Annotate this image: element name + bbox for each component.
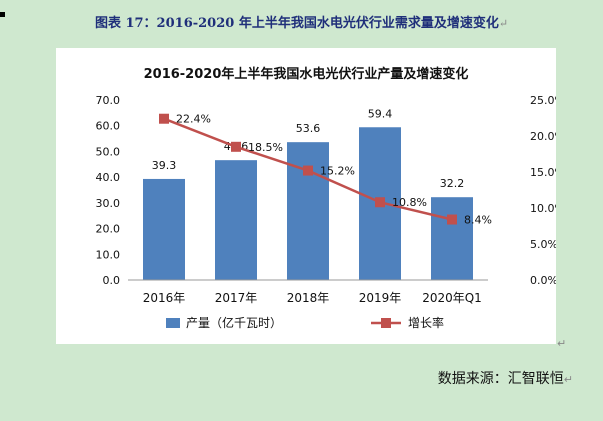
x-tick-label: 2018年: [287, 291, 330, 305]
y-right-tick-label: 20.0%: [530, 130, 556, 143]
legend-marker-line: [381, 318, 391, 328]
y-left-tick-label: 60.0: [96, 120, 121, 133]
y-left-tick-label: 10.0: [96, 248, 121, 261]
bar: [431, 197, 473, 280]
x-tick-label: 2017年: [215, 291, 258, 305]
bar-value-label: 53.6: [296, 122, 321, 135]
y-left-tick-label: 70.0: [96, 94, 121, 107]
y-left-tick-label: 40.0: [96, 171, 121, 184]
growth-rate-point: [303, 165, 313, 176]
chart-title: 2016-2020年上半年我国水电光伏行业产量及增速变化: [144, 66, 469, 82]
y-left-tick-label: 0.0: [103, 274, 121, 287]
growth-rate-label: 18.5%: [248, 141, 283, 154]
bar: [287, 142, 329, 280]
chart-panel: 2016-2020年上半年我国水电光伏行业产量及增速变化 0.0 10.0 20.0…: [56, 48, 556, 344]
bar: [143, 178, 185, 280]
bar-value-label: 32.2: [440, 177, 465, 190]
x-tick-label: 2016年: [143, 291, 186, 305]
x-tick-label: 2019年: [359, 291, 402, 305]
legend-label-line: 增长率: [408, 315, 444, 330]
bar-value-label: 59.4: [368, 107, 393, 120]
y-right-tick-label: 0.0%: [530, 274, 556, 287]
y-right-tick-label: 25.0%: [530, 94, 556, 107]
bar: [215, 160, 257, 280]
y-left-tick-label: 20.0: [96, 223, 121, 236]
growth-rate-label: 8.4%: [464, 214, 492, 227]
legend-label-bar: 产量（亿千瓦时）: [186, 315, 282, 330]
y-right-tick-label: 10.0%: [530, 202, 556, 215]
x-tick-label: 2020年Q1: [422, 291, 482, 305]
growth-rate-label: 15.2%: [320, 165, 355, 178]
y-left-tick-label: 30.0: [96, 197, 121, 210]
growth-rate-point: [231, 141, 241, 152]
y-left-tick-label: 50.0: [96, 145, 121, 158]
legend-swatch-bar: [166, 318, 180, 328]
growth-rate-point: [447, 214, 457, 225]
y-right-tick-label: 5.0%: [530, 238, 556, 251]
growth-rate-point: [159, 113, 169, 124]
source-note: 数据来源：汇智联恒↵: [437, 371, 573, 387]
chart-svg: 2016-2020年上半年我国水电光伏行业产量及增速变化 0.0 10.0 20.0…: [96, 66, 557, 330]
figure-caption: 图表 17：2016-2020 年上半年我国水电光伏行业需求量及增速变化↵: [94, 16, 509, 31]
growth-rate-label: 10.8%: [392, 196, 427, 209]
growth-rate-point: [375, 197, 385, 208]
growth-rate-label: 22.4%: [176, 113, 211, 126]
list-marker: [0, 12, 5, 17]
bar-value-label: 39.3: [152, 159, 177, 172]
y-right-tick-label: 15.0%: [530, 166, 556, 179]
